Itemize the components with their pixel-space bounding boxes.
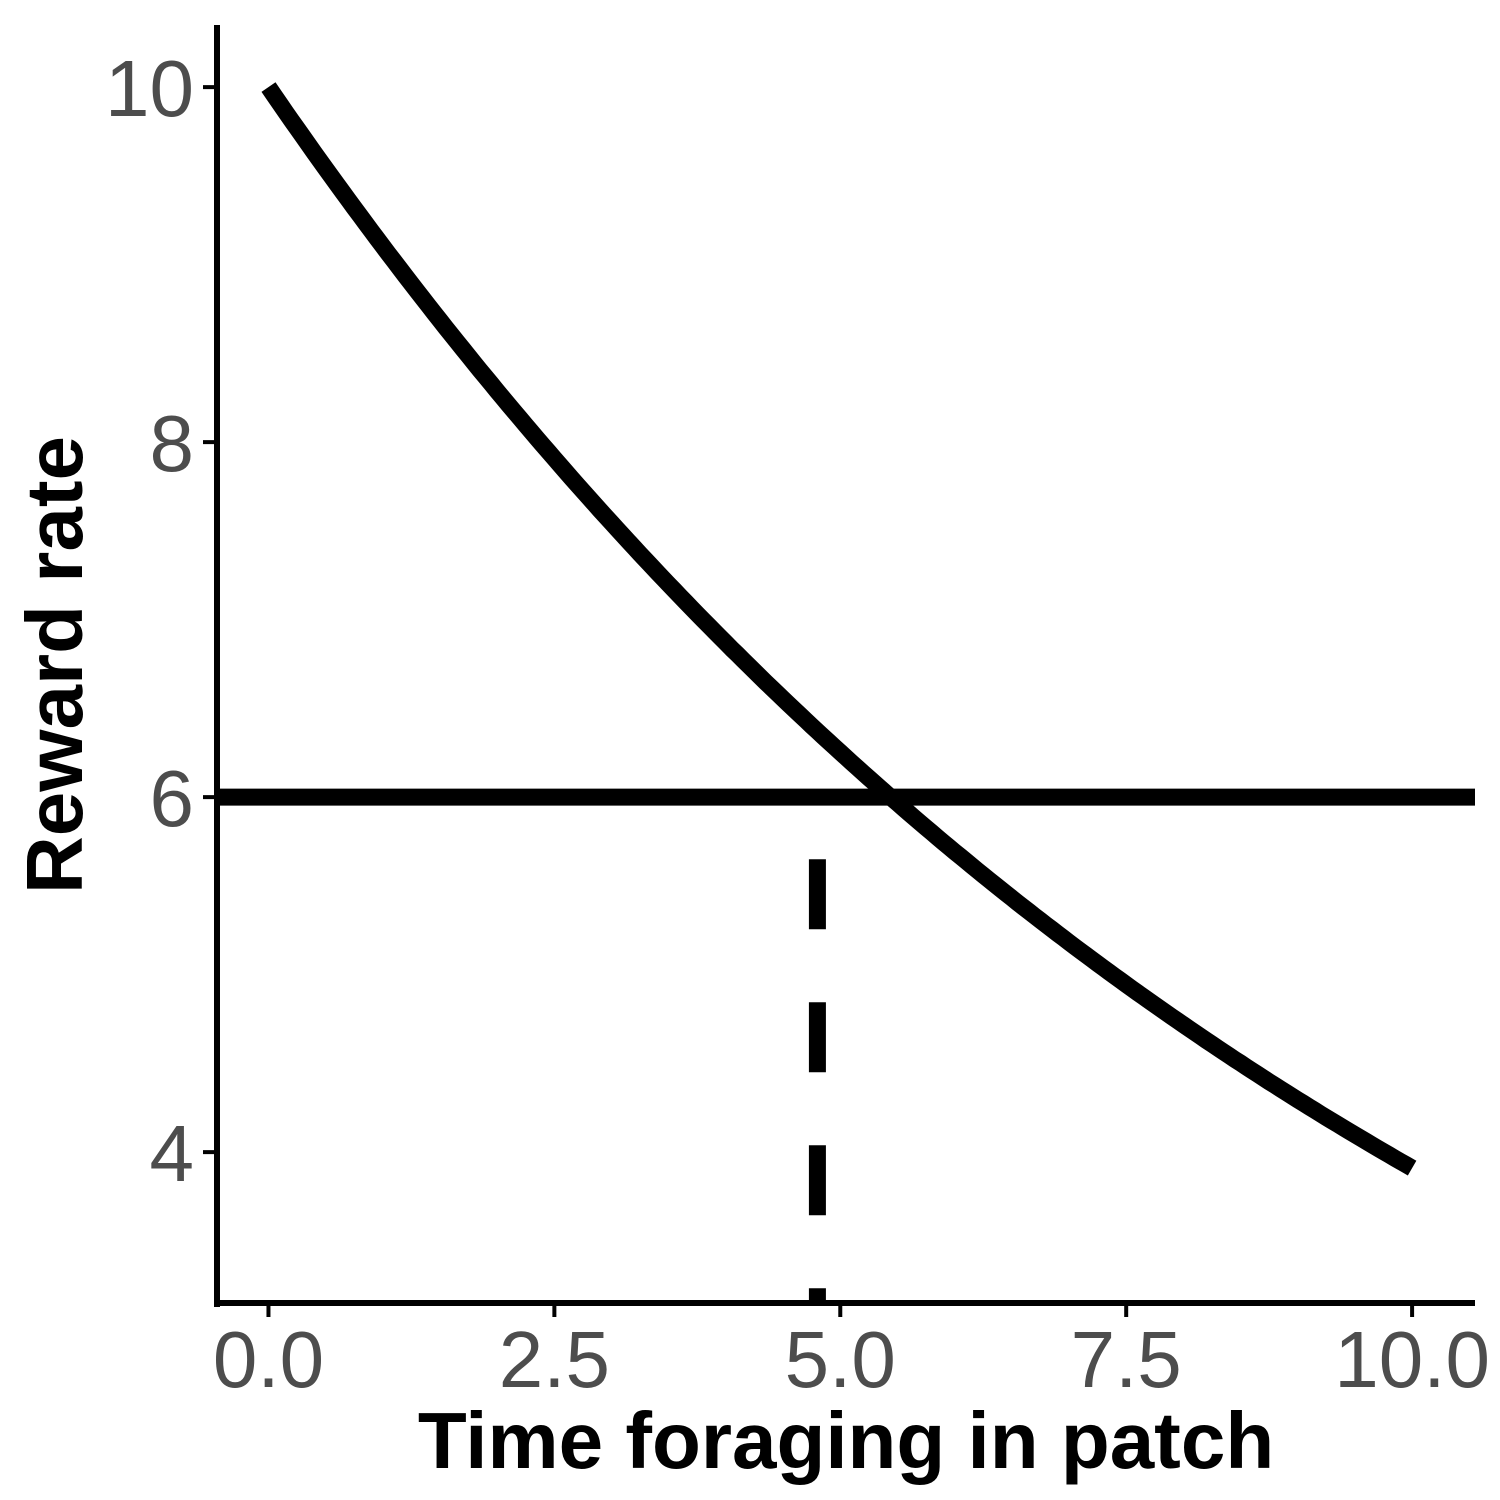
x-tick-label: 7.5 bbox=[1071, 1315, 1182, 1404]
y-tick-label: 6 bbox=[150, 754, 195, 843]
x-tick-label: 10.0 bbox=[1334, 1315, 1490, 1404]
y-axis-title: Reward rate bbox=[10, 436, 99, 894]
plot-area: 0.0 2.5 5.0 7.5 10.0 4 6 8 10 bbox=[105, 25, 1490, 1404]
x-axis-title: Time foraging in patch bbox=[418, 1396, 1274, 1485]
x-tick-label: 2.5 bbox=[499, 1315, 610, 1404]
reward-rate-curve bbox=[261, 82, 1417, 1176]
x-tick-label: 0.0 bbox=[213, 1315, 324, 1404]
y-tick-label: 4 bbox=[150, 1109, 195, 1198]
y-tick-label: 10 bbox=[105, 44, 194, 133]
y-tick-label: 8 bbox=[150, 399, 195, 488]
x-tick-label: 5.0 bbox=[785, 1315, 896, 1404]
